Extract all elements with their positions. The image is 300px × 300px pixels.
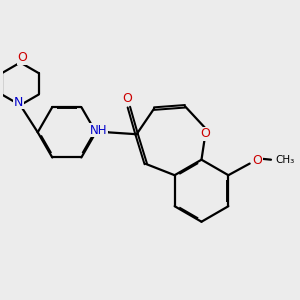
- Text: O: O: [200, 128, 210, 140]
- Text: NH: NH: [90, 124, 108, 137]
- Text: N: N: [14, 96, 23, 109]
- Text: O: O: [122, 92, 132, 105]
- Text: O: O: [17, 51, 27, 64]
- Text: CH₃: CH₃: [275, 155, 294, 165]
- Text: O: O: [253, 154, 262, 167]
